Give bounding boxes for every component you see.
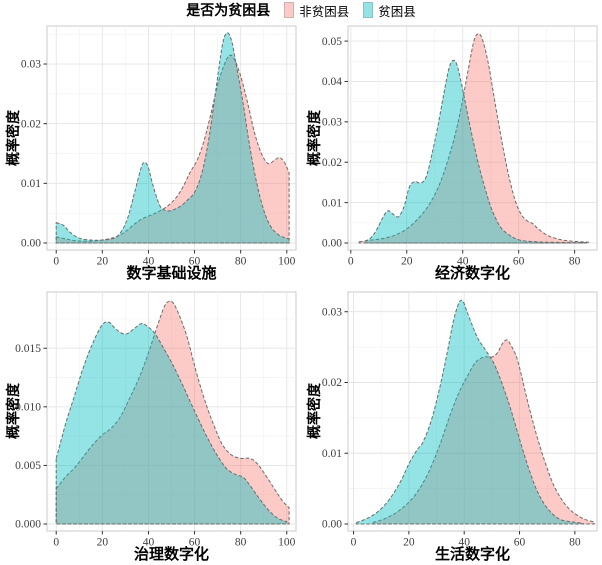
svg-text:0: 0 (348, 256, 354, 267)
svg-text:0.00: 0.00 (21, 238, 41, 250)
density-areas (55, 32, 290, 244)
legend: 是否为贫困县 非贫困县 贫困县 (0, 0, 602, 20)
grid-minor (47, 26, 296, 250)
density-area-贫困县 (364, 59, 587, 244)
svg-text:100: 100 (278, 537, 296, 548)
svg-text:0.01: 0.01 (322, 448, 342, 460)
subplot-digital-infrastructure: 概率密度 0 20 40 60 80 100 0.00 0.01 0.02 0.03 数字基础设施 (0, 20, 301, 284)
svg-text:80: 80 (569, 537, 581, 548)
svg-text:0.02: 0.02 (21, 118, 41, 130)
grid-minor (348, 26, 597, 250)
svg-text:40: 40 (143, 256, 155, 267)
axis-ticks-and-labels: 0 20 40 60 80 100 0.00 0.01 0.02 0.03 (21, 59, 296, 266)
svg-text:0: 0 (351, 537, 357, 548)
legend-swatch-non-poverty-county (284, 2, 295, 18)
svg-text:20: 20 (97, 537, 109, 548)
density-area-贫困县 (55, 32, 290, 244)
svg-text:60: 60 (189, 256, 201, 267)
subplot-governance-digitization: 概率密度 0 20 40 60 80 100 0.000 0.005 0.010 0.015 治理… (0, 284, 301, 565)
y-axis-title: 概率密度 (308, 383, 323, 439)
svg-text:0.04: 0.04 (322, 76, 342, 88)
density-area-贫困县 (355, 299, 584, 525)
subplot-economic-digitization: 概率密度 0 20 40 60 80 0.00 0.01 0.02 0.03 0.04 0.05 经… (301, 20, 602, 284)
grid-major (348, 292, 597, 531)
y-axis-title: 概率密度 (308, 110, 323, 166)
subplot-life-digitization: 概率密度 0 20 40 60 80 0.00 0.01 0.02 0.03 生活数字化 (301, 284, 602, 565)
legend-item-non-poverty: 非贫困县 (284, 1, 349, 20)
x-axis-title: 数字基础设施 (126, 266, 217, 282)
density-area-贫困县 (55, 321, 288, 525)
density-area-非贫困县 (55, 300, 290, 525)
legend-title: 是否为贫困县 (186, 4, 271, 19)
x-axis-title: 经济数字化 (434, 266, 510, 282)
svg-text:40: 40 (458, 537, 470, 548)
svg-text:0.010: 0.010 (15, 402, 41, 414)
svg-text:0.02: 0.02 (322, 377, 342, 389)
svg-text:60: 60 (514, 537, 526, 548)
svg-text:60: 60 (513, 256, 525, 267)
svg-text:40: 40 (457, 256, 469, 267)
axis-ticks-and-labels: 0 20 40 60 80 100 0.000 0.005 0.010 0.015 (15, 343, 296, 547)
svg-text:80: 80 (569, 256, 581, 267)
svg-text:0.01: 0.01 (322, 197, 342, 209)
axis-ticks-and-labels: 0 20 40 60 80 0.00 0.01 0.02 0.03 0.04 0.05 (322, 36, 581, 266)
density-area-非贫困县 (358, 33, 590, 244)
density-plot-canvas-governance-digitization: 0 20 40 60 80 100 0.000 0.005 0.010 0.015 (15, 291, 297, 547)
legend-label-non-poverty-county: 非贫困县 (299, 4, 350, 19)
density-plot-canvas-life-digitization: 0 20 40 60 80 0.00 0.01 0.02 0.03 (322, 291, 598, 547)
svg-text:60: 60 (189, 537, 201, 548)
svg-text:20: 20 (401, 256, 413, 267)
svg-text:0: 0 (53, 256, 59, 267)
density-plot-canvas-economic-digitization: 0 20 40 60 80 0.00 0.01 0.02 0.03 0.04 0.05 (322, 25, 598, 266)
svg-text:100: 100 (278, 256, 296, 267)
svg-text:0.00: 0.00 (322, 238, 342, 250)
svg-text:0.03: 0.03 (322, 117, 342, 129)
density-plot-canvas-digital-infrastructure: 0 20 40 60 80 100 0.00 0.01 0.02 0.03 (21, 25, 297, 266)
svg-text:0.000: 0.000 (15, 519, 41, 531)
x-axis-title: 生活数字化 (434, 547, 510, 563)
x-axis-title: 治理数字化 (133, 547, 209, 563)
svg-text:80: 80 (235, 256, 247, 267)
legend-label-poverty-county: 贫困县 (378, 4, 416, 19)
svg-text:20: 20 (97, 256, 109, 267)
legend-swatch-poverty-county (363, 2, 374, 18)
density-areas (358, 33, 590, 244)
axis-ticks-and-labels: 0 20 40 60 80 0.00 0.01 0.02 0.03 (322, 306, 581, 547)
svg-text:0.03: 0.03 (322, 306, 342, 318)
svg-text:0.02: 0.02 (322, 157, 342, 169)
legend-item-poverty: 贫困县 (363, 1, 416, 20)
grid-minor (47, 292, 296, 531)
density-areas (355, 299, 595, 525)
svg-text:40: 40 (143, 537, 155, 548)
y-axis-title: 概率密度 (7, 110, 22, 166)
svg-text:0.015: 0.015 (15, 343, 41, 355)
svg-text:80: 80 (235, 537, 247, 548)
svg-text:0.00: 0.00 (322, 519, 342, 531)
panel-background (347, 291, 598, 532)
svg-text:20: 20 (403, 537, 415, 548)
svg-text:0.05: 0.05 (322, 36, 342, 48)
svg-text:0.01: 0.01 (21, 178, 41, 190)
svg-text:0.03: 0.03 (21, 59, 41, 71)
y-axis-title: 概率密度 (7, 383, 22, 439)
density-area-非贫困县 (372, 339, 595, 525)
grid-major (47, 292, 296, 531)
svg-text:0.005: 0.005 (15, 460, 41, 472)
density-areas (55, 300, 290, 525)
grid-major (348, 26, 597, 250)
svg-text:0: 0 (53, 537, 59, 548)
